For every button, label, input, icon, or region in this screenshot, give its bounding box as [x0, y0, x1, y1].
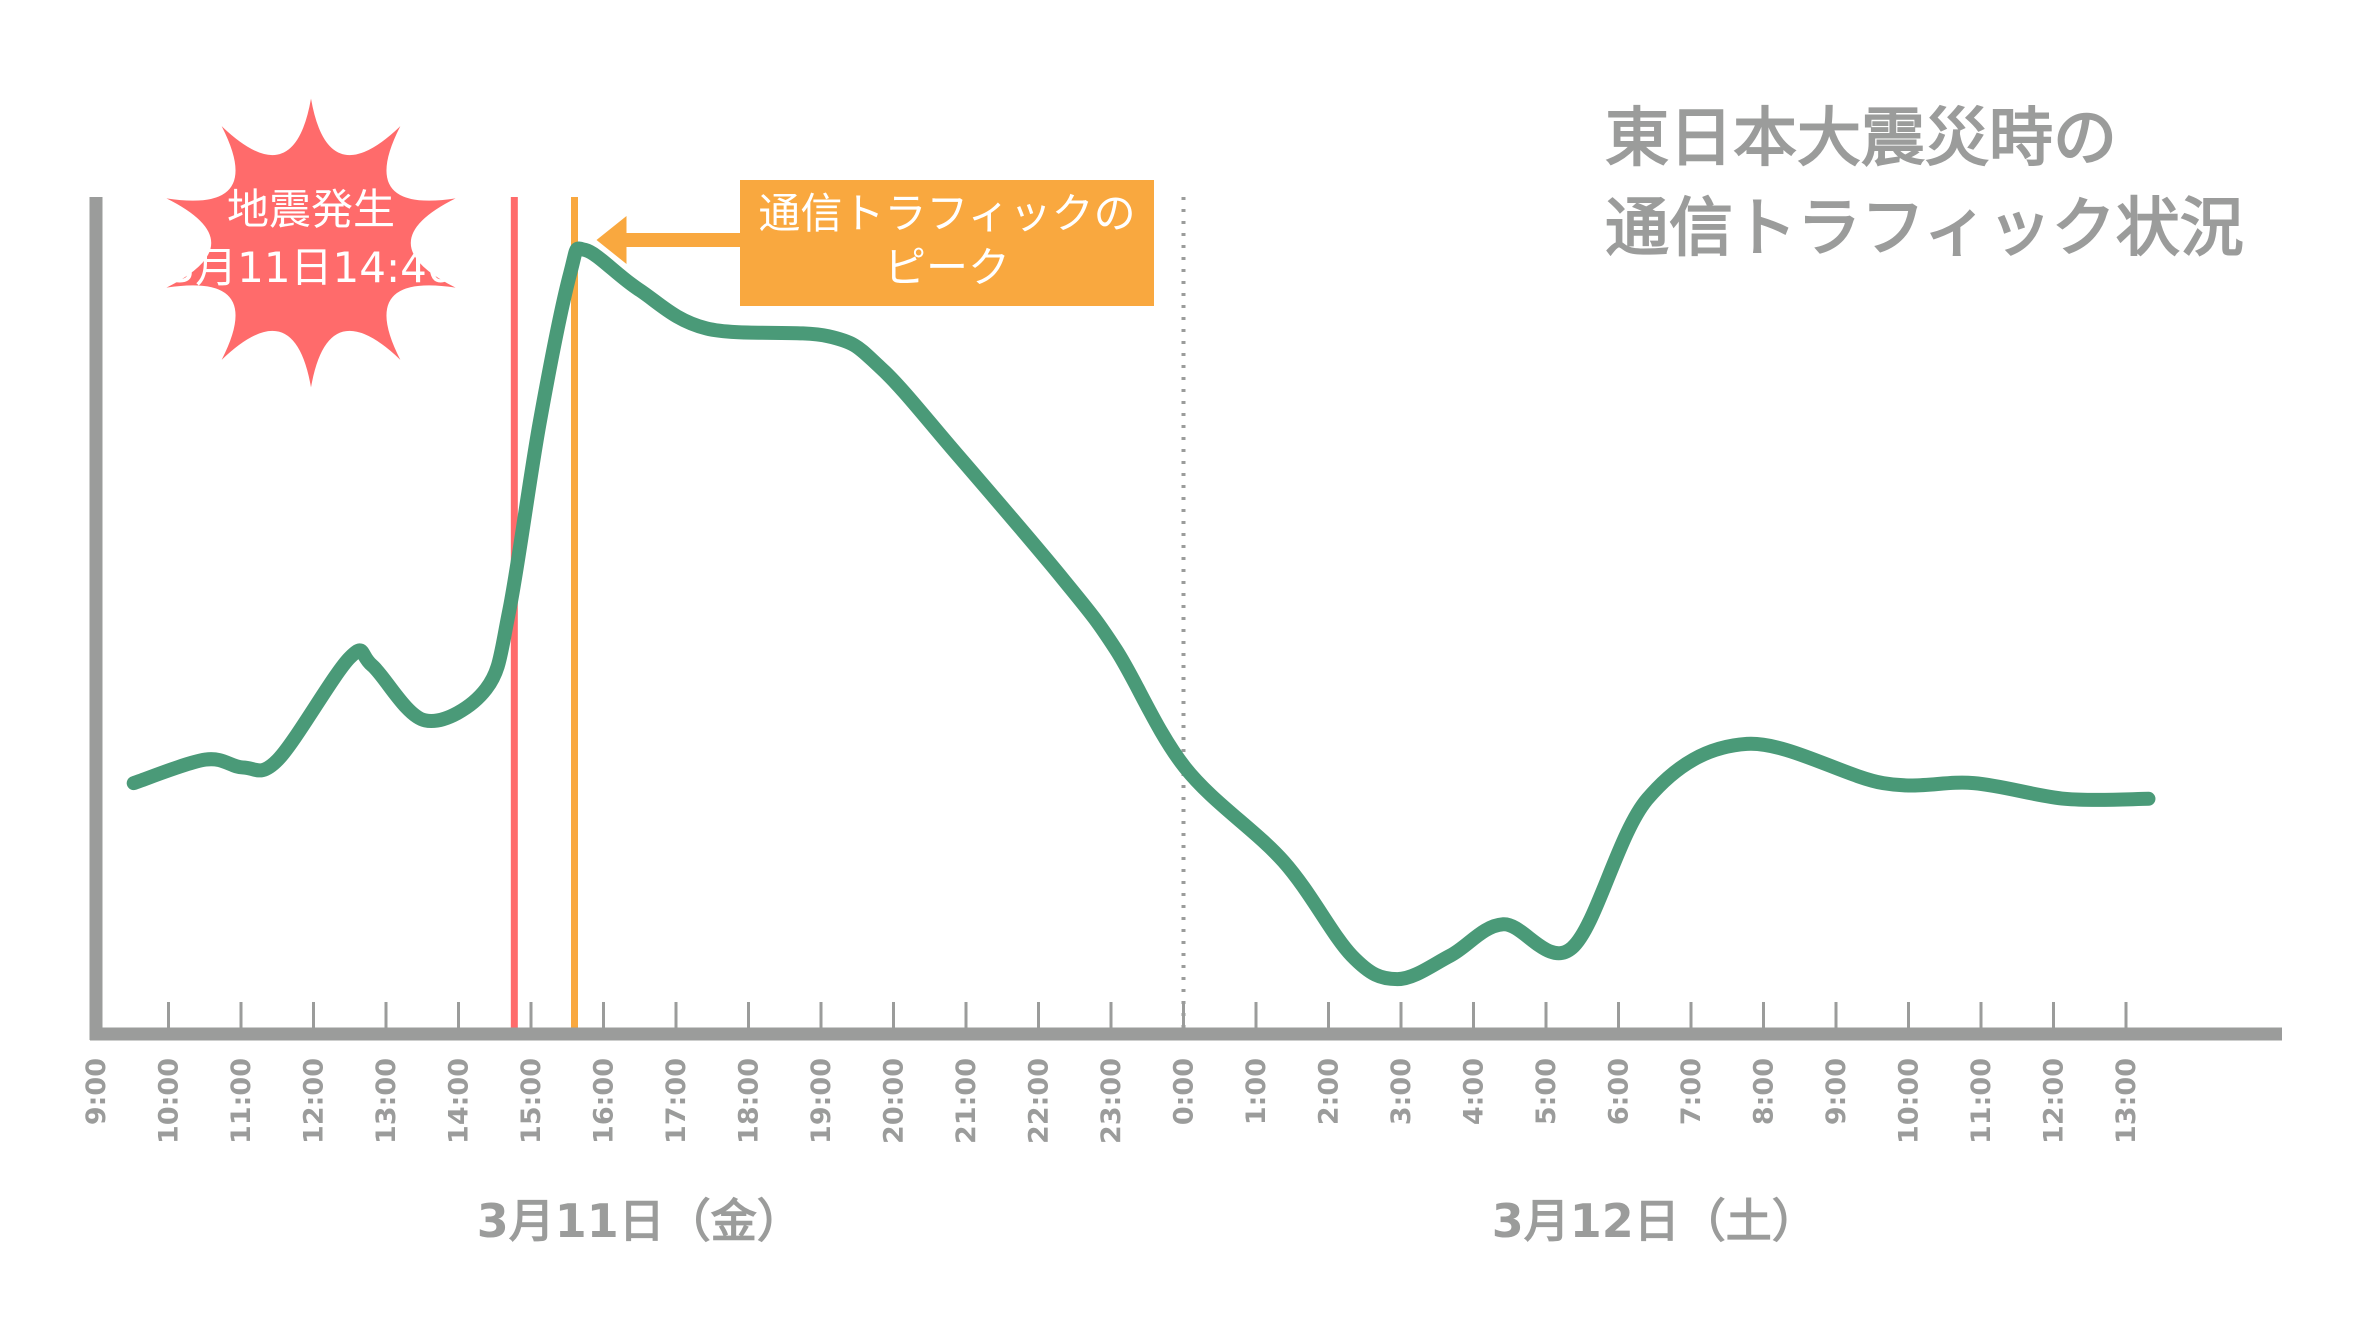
x-tick-label: 13:00 — [2111, 1058, 2142, 1144]
x-tick-label: 14:00 — [444, 1058, 475, 1144]
peak-label-box — [740, 180, 1154, 306]
x-tick-label: 12:00 — [299, 1058, 330, 1144]
x-tick-label: 16:00 — [589, 1058, 620, 1144]
x-tick-label: 10:00 — [154, 1058, 185, 1144]
chart-title-line1: 東日本大震災時の — [1605, 102, 2117, 176]
x-tick-label: 21:00 — [951, 1058, 982, 1144]
x-tick-label: 6:00 — [1604, 1058, 1635, 1125]
x-tick-label: 12:00 — [2039, 1058, 2070, 1144]
x-tick-label: 11:00 — [1966, 1058, 1997, 1144]
x-tick-label: 8:00 — [1749, 1058, 1780, 1125]
x-tick-label: 3:00 — [1386, 1058, 1417, 1125]
date-label-mar12: 3月12日（土） — [1492, 1194, 1818, 1248]
x-tick-label: 23:00 — [1096, 1058, 1127, 1144]
peak-label-line2: ピーク — [884, 243, 1010, 292]
x-tick-label: 17:00 — [661, 1058, 692, 1144]
earthquake-label-line1: 地震発生 — [227, 185, 395, 234]
x-tick-label: 0:00 — [1169, 1058, 1200, 1125]
x-tick-label: 1:00 — [1241, 1058, 1272, 1125]
x-tick-label: 18:00 — [734, 1058, 765, 1144]
peak-label-line1: 通信トラフィックの — [758, 189, 1135, 238]
date-label-mar11: 3月11日（金） — [477, 1194, 803, 1248]
x-tick-label: 20:00 — [879, 1058, 910, 1144]
x-tick-label: 7:00 — [1676, 1058, 1707, 1125]
peak-arrow — [596, 216, 740, 264]
earthquake-label-line2: 3月11日14:46 — [168, 243, 453, 292]
x-tick-label: 13:00 — [371, 1058, 402, 1144]
traffic-series-line — [126, 241, 2156, 987]
x-tick-label: 2:00 — [1314, 1058, 1345, 1125]
x-tick-label: 11:00 — [226, 1058, 257, 1144]
x-tick-label: 5:00 — [1531, 1058, 1562, 1125]
x-tick-label: 19:00 — [806, 1058, 837, 1144]
x-tick-labels: 9:00 10:00 11:00 12:00 13:00 14:00 15:00 16:00 1… — [81, 1058, 2142, 1144]
x-tick-label: 4:00 — [1459, 1058, 1490, 1125]
x-tick-label: 15:00 — [516, 1058, 547, 1144]
chart-title-line2: 通信トラフィック状況 — [1605, 192, 2244, 266]
x-tick-label: 22:00 — [1024, 1058, 1055, 1144]
x-tick-label: 9:00 — [81, 1058, 112, 1125]
x-tick-label: 9:00 — [1821, 1058, 1852, 1125]
x-tick-label: 10:00 — [1894, 1058, 1925, 1144]
earthquake-starburst — [166, 98, 456, 388]
